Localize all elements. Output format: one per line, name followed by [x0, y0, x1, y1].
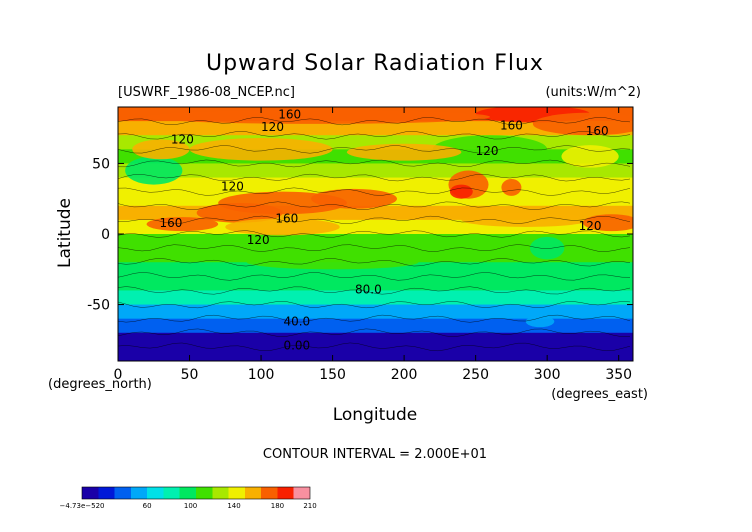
- flux-region: [530, 236, 565, 260]
- x-axis-label: Longitude: [333, 405, 418, 425]
- x-tick-label: 300: [534, 367, 561, 383]
- colorbar-tick-label: −4.73e−520: [60, 502, 105, 510]
- colorbar: −4.73e−520 60 100 140 180 210: [60, 486, 317, 510]
- flux-region: [146, 217, 219, 232]
- chart-title: Upward Solar Radiation Flux: [206, 51, 544, 76]
- x-tick-label: 100: [248, 367, 275, 383]
- contour-line: [118, 130, 631, 140]
- x-tick-label: 350: [605, 367, 632, 383]
- x-axis-ticks: 0 50 100 150 200 250 300 350: [114, 107, 632, 383]
- flux-region: [225, 218, 340, 236]
- contour-line: [118, 301, 631, 309]
- contour-line: [118, 272, 631, 281]
- flux-region: [346, 143, 462, 161]
- flux-region: [246, 255, 419, 270]
- contour-line: [118, 342, 631, 352]
- lat-band: [118, 121, 633, 136]
- contour-line: [118, 230, 631, 238]
- file-label: [USWRF_1986-08_NCEP.nc]: [118, 85, 295, 100]
- colorbar-tick-label: 100: [184, 502, 197, 510]
- lat-band: [118, 304, 633, 320]
- flux-region: [146, 263, 262, 275]
- x-unit-label: (degrees_east): [551, 387, 648, 402]
- flux-region: [132, 139, 190, 160]
- flux-region: [561, 145, 619, 168]
- flux-region: [461, 212, 591, 227]
- contour-label: 160: [500, 119, 523, 133]
- y-tick-label: 0: [101, 227, 110, 243]
- contour-label: 120: [221, 179, 244, 193]
- flux-region: [311, 188, 397, 209]
- flux-region: [196, 202, 283, 223]
- flux-region: [525, 315, 555, 328]
- contour-label: 160: [275, 212, 298, 226]
- contour-line: [118, 286, 631, 295]
- contour-label: 120: [476, 144, 499, 158]
- colorbar-tick-label: 210: [303, 502, 316, 510]
- contour-label: 40.0: [283, 315, 310, 329]
- contour-line: [118, 117, 631, 126]
- lat-band: [118, 163, 633, 179]
- contour-line: [118, 201, 631, 211]
- contour-label: 160: [159, 216, 182, 230]
- contour-label: 80.0: [355, 282, 382, 296]
- flux-region: [432, 135, 548, 164]
- contour-label: 120: [261, 120, 284, 134]
- y-tick-label: -50: [87, 298, 110, 314]
- y-unit-label: (degrees_north): [48, 377, 152, 392]
- contour-interval: CONTOUR INTERVAL = 2.000E+01: [263, 447, 487, 462]
- lat-band: [118, 248, 633, 263]
- flux-region: [375, 270, 519, 282]
- lat-band: [118, 290, 633, 306]
- plot-field: [118, 107, 633, 361]
- contour-line: [118, 328, 631, 337]
- lat-band: [118, 332, 633, 348]
- contour-label: 160: [586, 124, 609, 138]
- lat-band: [118, 234, 633, 249]
- contour-line: [118, 244, 631, 252]
- contour-line: [118, 258, 631, 267]
- x-tick-label: 0: [114, 367, 123, 383]
- x-tick-label: 150: [319, 367, 346, 383]
- x-tick-label: 200: [391, 367, 418, 383]
- contour-label: 120: [171, 133, 194, 147]
- contour-line: [118, 187, 631, 196]
- colorbar-tick-label: 60: [143, 502, 152, 510]
- y-axis-ticks: 50 0 -50: [87, 156, 633, 314]
- contour-line: [118, 173, 631, 182]
- flux-region: [449, 184, 473, 199]
- colorbar-tick-label: 180: [271, 502, 284, 510]
- contour-line: [118, 314, 631, 323]
- contour-label: 120: [247, 233, 270, 247]
- contour-label: 160: [278, 107, 301, 121]
- units-label: (units:W/m^2): [545, 85, 641, 100]
- lat-band: [118, 276, 633, 291]
- flux-region: [582, 214, 633, 232]
- lat-band: [118, 177, 633, 193]
- x-tick-label: 50: [181, 367, 199, 383]
- contour-label: 120: [579, 219, 602, 233]
- flux-region: [189, 138, 333, 161]
- colorbar-tick-label: 140: [227, 502, 240, 510]
- contour-line: [118, 215, 631, 224]
- lat-band: [118, 318, 633, 334]
- flux-region: [125, 156, 183, 185]
- contour-label: 0.00: [283, 339, 310, 353]
- y-tick-label: 50: [92, 156, 110, 172]
- flux-region: [501, 178, 522, 196]
- y-axis-label: Latitude: [55, 198, 75, 268]
- lat-band: [118, 346, 633, 361]
- x-tick-label: 250: [462, 367, 489, 383]
- contour-line: [118, 159, 631, 168]
- flux-region: [146, 109, 490, 124]
- contour-line: [118, 145, 631, 154]
